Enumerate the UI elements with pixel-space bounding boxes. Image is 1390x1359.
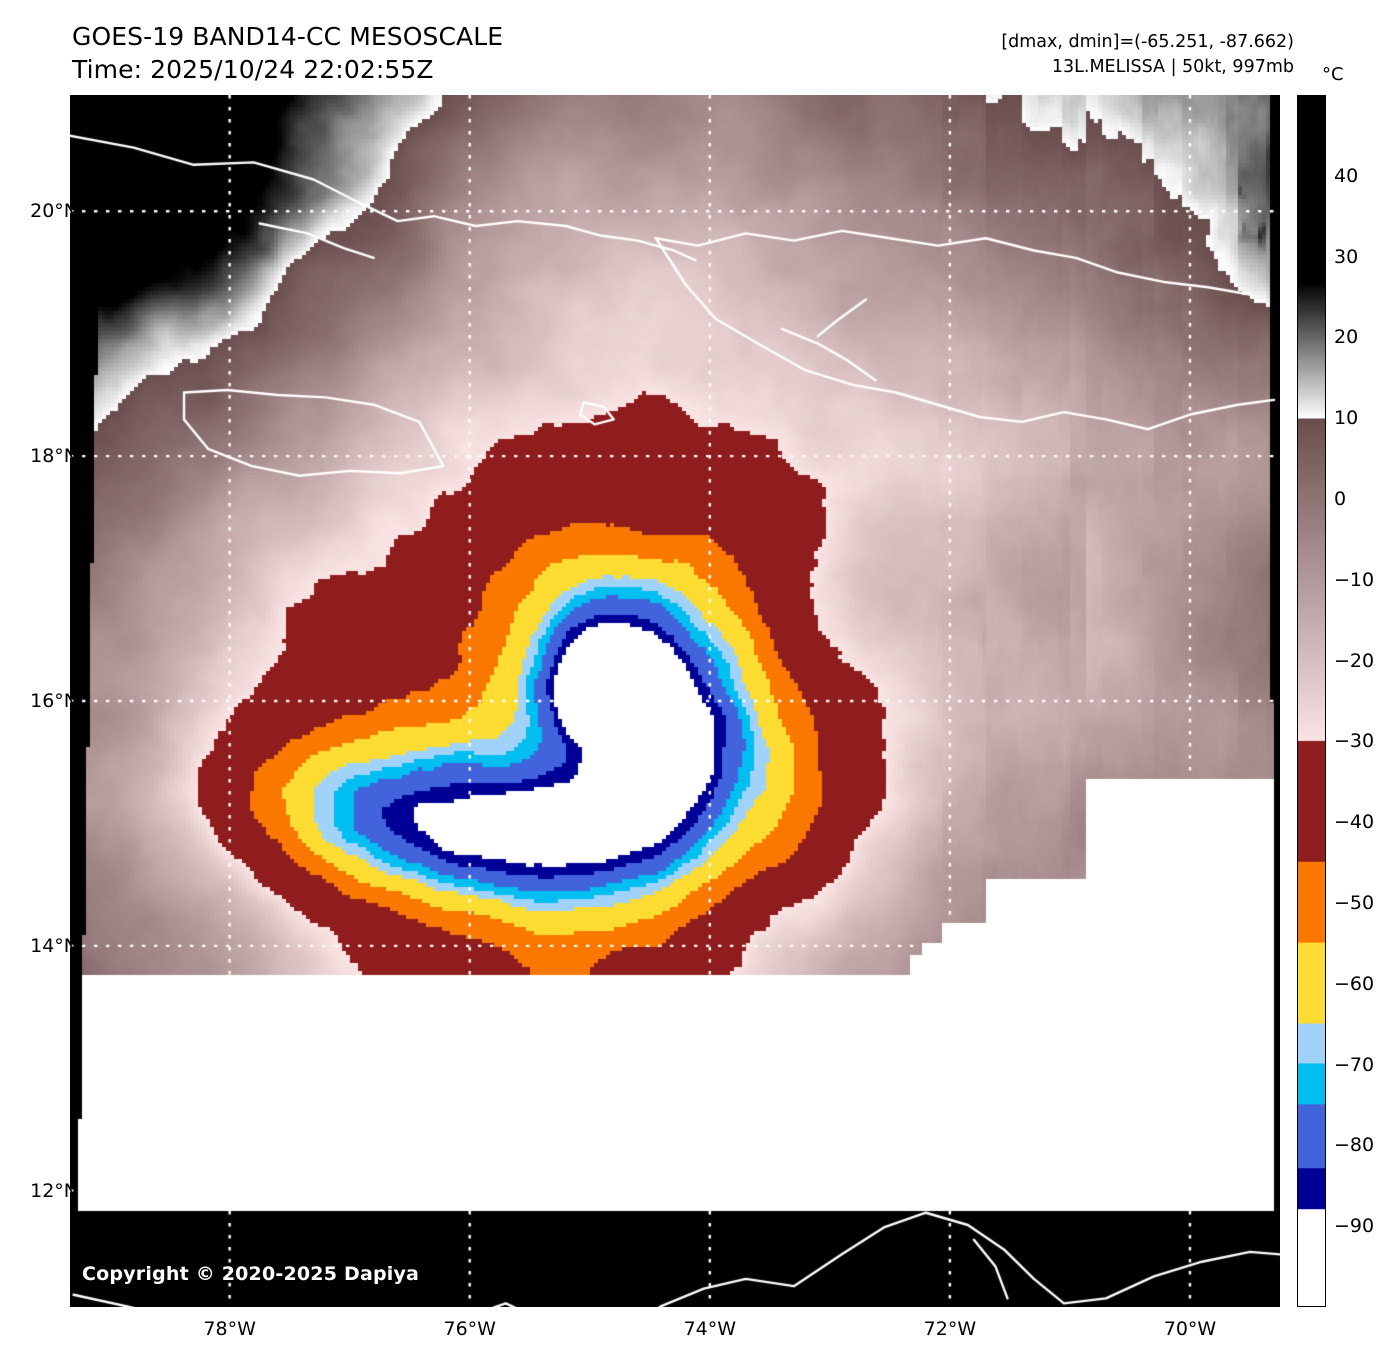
colorbar-tick-6: −20: [1334, 649, 1375, 672]
colorbar-canvas: [1298, 96, 1325, 1306]
colorbar-tick-3: 10: [1334, 407, 1359, 430]
colorbar[interactable]: [1297, 95, 1326, 1307]
lat-tick-label-4: 12°N: [30, 1179, 78, 1202]
storm-info: 13L.MELISSA | 50kt, 997mb: [1051, 57, 1294, 78]
lon-tick-label-3: 72°W: [923, 1318, 977, 1340]
colorbar-tick-0: 40: [1334, 164, 1359, 187]
colorbar-tick-12: −80: [1334, 1134, 1375, 1157]
lon-tick-label-1: 76°W: [443, 1318, 496, 1340]
satellite-map[interactable]: Copyright © 2020-2025 Dapiya: [70, 95, 1280, 1307]
colorbar-tick-4: 0: [1334, 488, 1347, 510]
colorbar-tick-8: −40: [1334, 811, 1375, 834]
colorbar-tick-1: 30: [1334, 245, 1359, 268]
lon-tick-label-0: 78°W: [203, 1318, 256, 1340]
lon-tick-label-2: 74°W: [683, 1318, 737, 1340]
colorbar-tick-13: −90: [1334, 1215, 1375, 1238]
dmax-dmin-readout: [dmax, dmin]=(-65.251, -87.662): [1001, 32, 1294, 52]
colorbar-tick-7: −30: [1334, 730, 1375, 753]
lon-tick-label-4: 70°W: [1163, 1318, 1217, 1340]
colorbar-tick-5: −10: [1334, 568, 1375, 591]
page-title: GOES-19 BAND14-CC MESOSCALE: [72, 22, 504, 51]
colorbar-tick-2: 20: [1334, 326, 1359, 349]
colorbar-unit-label: °C: [1322, 64, 1344, 85]
header-title-block: GOES-19 BAND14-CC MESOSCALE Time: 2025/1…: [72, 20, 503, 86]
lat-tick-label-1: 18°N: [30, 445, 78, 468]
timestamp: Time: 2025/10/24 22:02:55Z: [72, 55, 434, 84]
lat-tick-label-0: 20°N: [30, 200, 78, 223]
colorbar-tick-10: −60: [1334, 972, 1375, 995]
copyright-notice: Copyright © 2020-2025 Dapiya: [82, 1263, 420, 1285]
lat-tick-label-3: 14°N: [30, 934, 78, 957]
header-meta-block: [dmax, dmin]=(-65.251, -87.662) 13L.MELI…: [1001, 30, 1294, 81]
satellite-imagery-canvas: [70, 95, 1280, 1307]
lat-tick-label-2: 16°N: [30, 690, 78, 712]
colorbar-tick-11: −70: [1334, 1053, 1375, 1076]
colorbar-tick-9: −50: [1334, 892, 1375, 914]
